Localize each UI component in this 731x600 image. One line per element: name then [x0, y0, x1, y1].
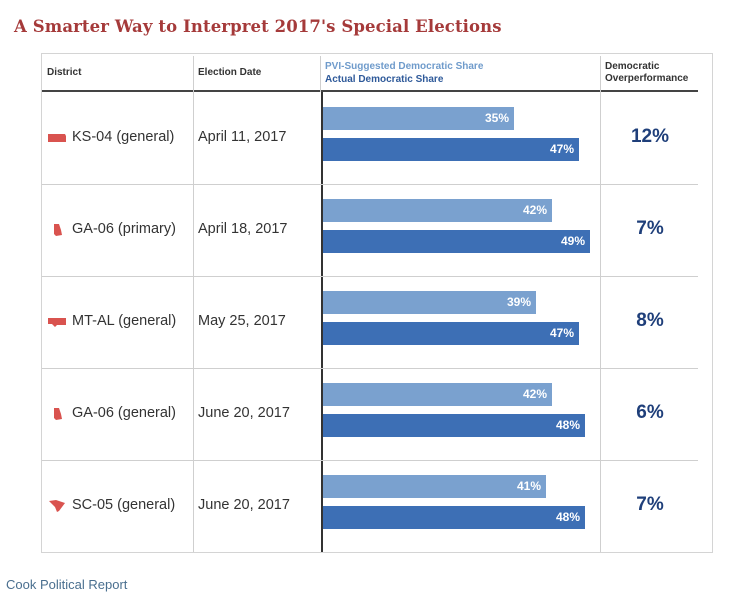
bar-actual-share: 47% — [323, 138, 579, 161]
column-separator-2 — [320, 56, 321, 92]
election-date: April 11, 2017 — [198, 129, 287, 145]
overperformance-value: 7% — [636, 218, 664, 239]
bar-actual-share: 48% — [323, 506, 585, 529]
header-overperformance: Democratic Overperformance — [605, 61, 688, 85]
legend-pvi-suggested: PVI-Suggested Democratic Share — [325, 61, 484, 72]
table-row: KS-04 (general) April 11, 2017 12% — [42, 92, 698, 184]
table-row: GA-06 (primary) April 18, 2017 7% — [42, 184, 698, 276]
bar-axis — [321, 92, 323, 552]
election-date: May 25, 2017 — [198, 313, 286, 329]
header-overperformance-line2: Overperformance — [605, 73, 689, 84]
overperformance-value: 8% — [636, 310, 664, 331]
source-credit: Cook Political Report — [6, 577, 128, 592]
legend-actual-share: Actual Democratic Share — [325, 74, 444, 85]
georgia-icon — [47, 223, 67, 237]
row-separator — [42, 460, 698, 461]
row-separator — [42, 368, 698, 369]
header-overperformance-line1: Democratic — [605, 61, 660, 72]
row-separator — [42, 276, 698, 277]
overperformance-value: 12% — [630, 126, 670, 147]
georgia-icon — [47, 407, 67, 421]
header-district: District — [47, 67, 82, 78]
election-date: June 20, 2017 — [198, 497, 290, 513]
montana-icon — [47, 315, 67, 329]
table-row: GA-06 (general) June 20, 2017 6% — [42, 368, 698, 460]
south-carolina-icon — [47, 499, 67, 513]
district-label: KS-04 (general) — [72, 129, 175, 145]
row-separator — [42, 184, 698, 185]
header-rule — [42, 90, 698, 92]
bar-pvi-suggested: 41% — [323, 475, 546, 498]
district-label: GA-06 (primary) — [72, 221, 176, 237]
table-row: MT-AL (general) May 25, 2017 8% — [42, 276, 698, 368]
table-row: SC-05 (general) June 20, 2017 7% — [42, 460, 698, 552]
district-label: SC-05 (general) — [72, 497, 176, 513]
kansas-icon — [47, 131, 67, 145]
district-label: MT-AL (general) — [72, 313, 177, 329]
overperformance-value: 6% — [636, 402, 664, 423]
bar-pvi-suggested: 42% — [323, 383, 552, 406]
bar-actual-share: 49% — [323, 230, 590, 253]
chart-title: A Smarter Way to Interpret 2017's Specia… — [14, 17, 502, 36]
bar-actual-share: 48% — [323, 414, 585, 437]
header-election-date: Election Date — [198, 67, 262, 78]
column-separator-1 — [193, 56, 194, 552]
bar-actual-share: 47% — [323, 322, 579, 345]
overperformance-value: 7% — [636, 494, 664, 515]
bar-pvi-suggested: 42% — [323, 199, 552, 222]
bar-pvi-suggested: 35% — [323, 107, 514, 130]
election-date: April 18, 2017 — [198, 221, 288, 237]
district-label: GA-06 (general) — [72, 405, 176, 421]
column-separator-3 — [600, 56, 601, 552]
election-date: June 20, 2017 — [198, 405, 290, 421]
bar-pvi-suggested: 39% — [323, 291, 536, 314]
